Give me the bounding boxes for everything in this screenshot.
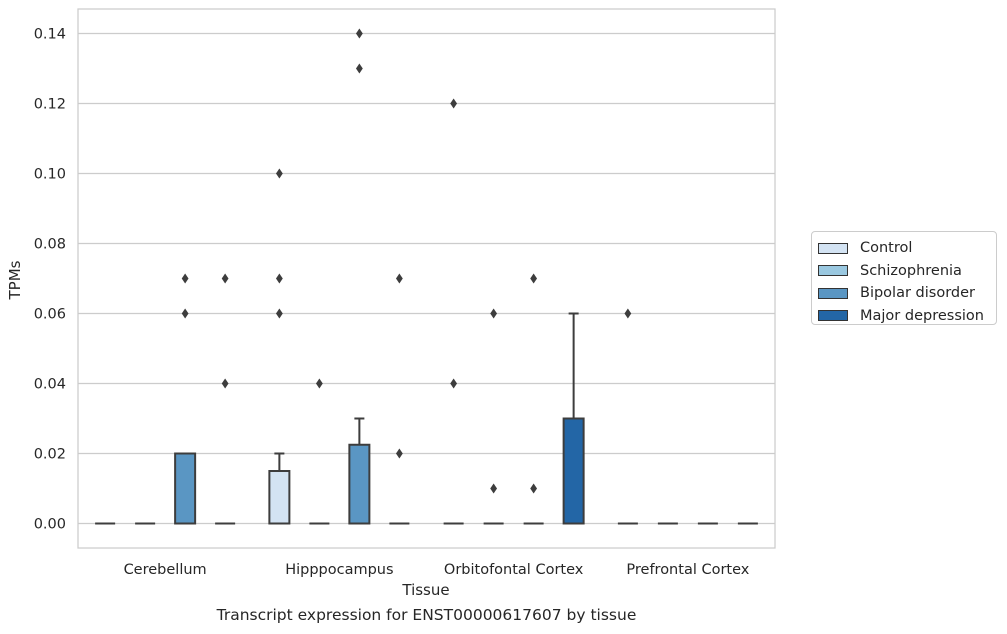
box-body xyxy=(174,452,197,525)
outlier-point xyxy=(181,273,189,284)
legend-swatch-bipolar-disorder xyxy=(818,287,848,299)
legend-label-major-depression: Major depression xyxy=(860,307,984,324)
outlier-point xyxy=(450,98,458,109)
box-body xyxy=(348,443,371,525)
legend-label-bipolar-disorder: Bipolar disorder xyxy=(860,285,975,302)
outlier-point xyxy=(490,483,498,494)
outlier-point xyxy=(221,273,229,284)
x-tick-label-orbitofontal-cortex: Orbitofontal Cortex xyxy=(444,562,584,578)
outlier-point xyxy=(221,378,229,389)
outlier-point xyxy=(395,448,403,459)
x-tick-label-prefrontal-cortex: Prefrontal Cortex xyxy=(626,562,749,578)
legend-swatch-schizophrenia xyxy=(818,265,848,277)
y-tick-label: 0.14 xyxy=(34,27,66,43)
box-body xyxy=(562,417,585,525)
y-tick-label: 0.02 xyxy=(34,447,66,463)
y-tick-label: 0.10 xyxy=(34,167,66,183)
box-major-depression-orbitofontal-cortex xyxy=(562,312,585,525)
outlier-point xyxy=(181,308,189,319)
boxes xyxy=(95,312,758,525)
outlier-point xyxy=(275,168,283,179)
legend-label-control: Control xyxy=(860,240,913,257)
y-tick-label: 0.12 xyxy=(34,97,66,113)
legend-item-schizophrenia: Schizophrenia xyxy=(818,260,996,283)
y-tick-label: 0.04 xyxy=(34,377,66,393)
y-tick-label: 0.00 xyxy=(34,517,66,533)
outlier-point xyxy=(530,273,538,284)
outlier-point xyxy=(624,308,632,319)
legend: Control Schizophrenia Bipolar disorder M… xyxy=(811,231,997,325)
outlier-point xyxy=(275,273,283,284)
outlier-point xyxy=(395,273,403,284)
y-axis-label: TPMs xyxy=(6,260,24,300)
x-axis-label: Tissue xyxy=(401,581,449,599)
x-tick-labels: Cerebellum Hipppocampus Orbitofontal Corte… xyxy=(124,562,750,578)
legend-swatch-control xyxy=(818,242,848,254)
y-tick-label: 0.08 xyxy=(34,237,66,253)
plot-frame xyxy=(77,8,776,549)
x-tick-label-hipppocampus: Hipppocampus xyxy=(285,562,393,578)
box-body xyxy=(268,470,291,525)
legend-item-control: Control xyxy=(818,237,996,260)
box-control-hipppocampus xyxy=(268,452,291,525)
box-bipolar-disorder-hipppocampus xyxy=(348,417,371,525)
outlier-point xyxy=(355,28,363,39)
legend-item-bipolar-disorder: Bipolar disorder xyxy=(818,282,996,305)
legend-label-schizophrenia: Schizophrenia xyxy=(860,262,962,279)
y-tick-labels: 0.00 0.02 0.04 0.06 0.08 0.10 0.12 0.14 xyxy=(34,27,66,533)
y-tick-label: 0.06 xyxy=(34,307,66,323)
outlier-point xyxy=(490,308,498,319)
box-bipolar-disorder-cerebellum xyxy=(174,452,197,525)
legend-swatch-major-depression xyxy=(818,310,848,322)
legend-item-major-depression: Major depression xyxy=(818,305,996,328)
outlier-point xyxy=(355,63,363,74)
x-tick-label-cerebellum: Cerebellum xyxy=(124,562,207,578)
outliers xyxy=(181,28,632,494)
outlier-point xyxy=(275,308,283,319)
chart-caption: Transcript expression for ENST0000061760… xyxy=(216,606,637,624)
outlier-point xyxy=(450,378,458,389)
outlier-point xyxy=(530,483,538,494)
outlier-point xyxy=(315,378,323,389)
